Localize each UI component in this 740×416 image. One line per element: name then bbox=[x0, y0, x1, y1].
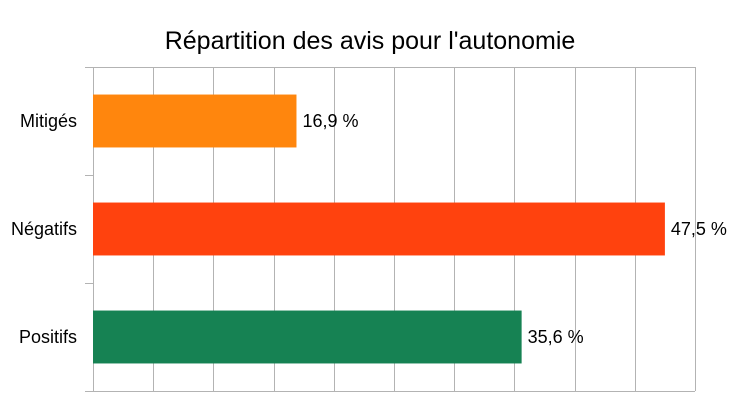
category-label: Positifs bbox=[19, 327, 77, 347]
category-label: Négatifs bbox=[11, 219, 77, 239]
chart-title: Répartition des avis pour l'autonomie bbox=[165, 27, 576, 55]
axes bbox=[85, 67, 695, 392]
bars bbox=[93, 94, 665, 364]
bar bbox=[93, 94, 297, 148]
bar bbox=[93, 310, 522, 364]
data-label: 35,6 % bbox=[528, 327, 584, 347]
bar bbox=[93, 202, 665, 256]
labels: Mitigés 16,9 % Négatifs 47,5 % Positifs 35,6 … bbox=[11, 111, 727, 347]
data-label: 47,5 % bbox=[671, 219, 727, 239]
category-label: Mitigés bbox=[20, 111, 77, 131]
data-label: 16,9 % bbox=[302, 111, 358, 131]
